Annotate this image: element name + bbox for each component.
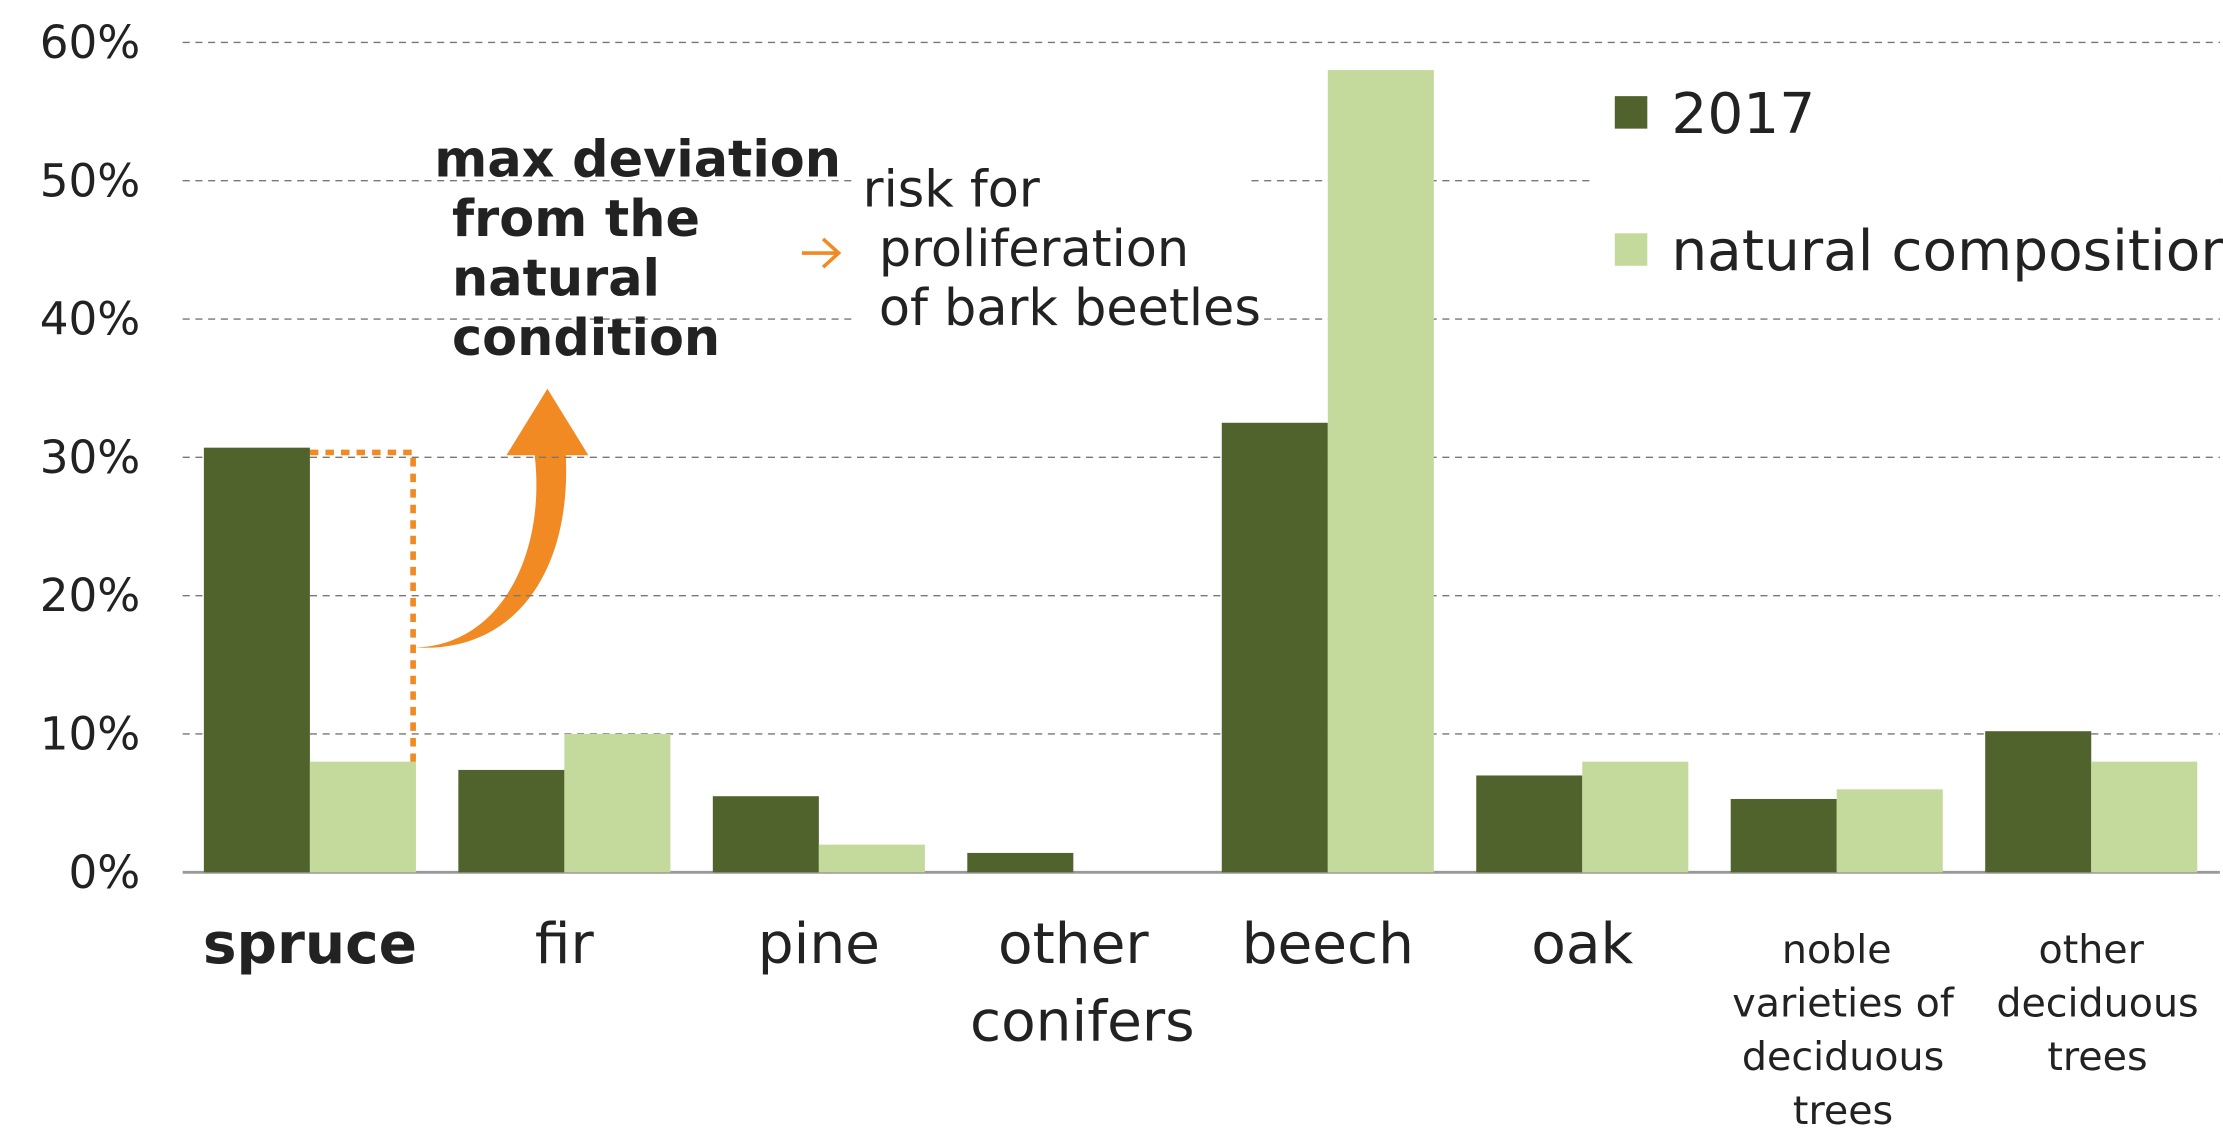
- bar: [1476, 775, 1583, 873]
- annotation-background: [851, 155, 1251, 340]
- y-tick-label: 30%: [40, 431, 141, 484]
- x-tick-label: oak: [1531, 912, 1633, 977]
- bar: [458, 769, 565, 873]
- bar: [712, 796, 819, 873]
- y-tick-label: 60%: [40, 16, 141, 69]
- x-tick-label: beech: [1242, 912, 1414, 977]
- annotation-arrow: [801, 237, 842, 269]
- bar: [203, 447, 310, 873]
- bar: [2091, 761, 2198, 873]
- bar: [1221, 422, 1328, 873]
- x-tick-label: spruce: [203, 912, 417, 977]
- y-tick-label: 0%: [68, 846, 140, 899]
- x-tick-label: other deciduous trees: [1984, 927, 2199, 1080]
- bar: [564, 733, 671, 873]
- y-tick-label: 20%: [40, 569, 141, 622]
- x-tick-label: noble varieties of deciduous trees: [1720, 927, 1955, 1131]
- legend-background: [1593, 77, 2220, 290]
- bar: [1327, 70, 1434, 873]
- bar: [967, 852, 1074, 873]
- annotation: max deviation from the natural condition: [434, 131, 841, 368]
- bar: [818, 844, 925, 873]
- legend-label: 2017: [1671, 82, 1815, 147]
- bar: [1836, 789, 1943, 873]
- bar: [309, 761, 416, 873]
- x-tick-label: other conifers: [952, 912, 1195, 1055]
- y-tick-label: 50%: [40, 154, 141, 207]
- bar: [1985, 731, 2092, 873]
- bar: [1730, 798, 1837, 873]
- bar: [1582, 761, 1689, 873]
- deviation-arrow: [415, 388, 589, 648]
- annotation: risk for proliferation of bark beetles: [863, 160, 1261, 338]
- x-tick-label: fir: [535, 912, 595, 977]
- y-tick-label: 10%: [40, 708, 141, 761]
- legend-swatch: [1614, 233, 1648, 266]
- legend-swatch: [1614, 96, 1648, 129]
- x-tick-label: pine: [758, 912, 880, 977]
- deviation-outline: [309, 449, 416, 763]
- y-tick-label: 40%: [40, 293, 141, 346]
- legend-label: natural composition: [1671, 219, 2223, 284]
